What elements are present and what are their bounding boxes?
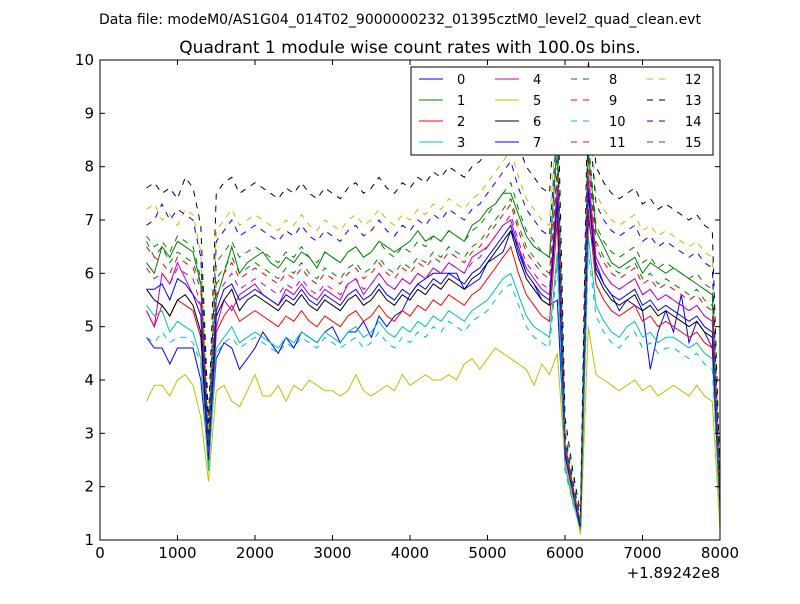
y-tick-label: 1: [84, 531, 94, 549]
series-line-7: [146, 187, 721, 530]
series-line-14: [146, 113, 721, 519]
series-line-15: [146, 139, 721, 525]
legend-label-4: 4: [533, 73, 541, 88]
series-line-8: [146, 155, 721, 525]
series-line-3: [146, 235, 721, 530]
axis-ticks: 0 1000 2000 3000 4000 5000 6000 7000 80001234567…: [75, 51, 739, 562]
x-tick-label: 5000: [468, 544, 506, 562]
y-tick-label: 10: [75, 51, 94, 69]
x-tick-label: 3000: [313, 544, 351, 562]
series-line-9: [146, 161, 721, 525]
legend-label-0: 0: [457, 73, 465, 88]
legend-label-2: 2: [457, 115, 465, 130]
legend-label-1: 1: [457, 94, 465, 109]
y-tick-label: 2: [84, 478, 94, 496]
x-tick-label: 2000: [236, 544, 274, 562]
series-line-6: [146, 193, 721, 530]
series-line-11: [146, 171, 721, 525]
series-line-12: [146, 97, 721, 519]
legend-label-11: 11: [609, 136, 626, 151]
series-line-10: [146, 251, 721, 530]
legend-label-15: 15: [685, 136, 702, 151]
series-line-2: [146, 209, 721, 530]
x-tick-label: 0: [95, 544, 105, 562]
y-tick-label: 8: [84, 158, 94, 176]
legend-label-14: 14: [685, 115, 702, 130]
legend-label-6: 6: [533, 115, 541, 130]
chart-title: Quadrant 1 module wise count rates with …: [179, 38, 640, 58]
series-layer: [146, 59, 721, 535]
legend-label-12: 12: [685, 73, 702, 88]
series-line-4: [146, 177, 721, 525]
x-tick-label: 4000: [391, 544, 429, 562]
legend-label-8: 8: [609, 73, 617, 88]
legend-label-5: 5: [533, 94, 541, 109]
y-tick-label: 5: [84, 318, 94, 336]
legend-box: [410, 66, 714, 156]
y-tick-label: 9: [84, 104, 94, 122]
y-tick-label: 7: [84, 211, 94, 229]
legend-label-9: 9: [609, 94, 617, 109]
x-tick-label: 8000: [701, 544, 739, 562]
y-tick-label: 6: [84, 264, 94, 282]
x-axis-offset-label: +1.89242e8: [627, 564, 720, 582]
y-tick-label: 4: [84, 371, 94, 389]
figure-suptitle: Data file: modeM0/AS1G04_014T02_90000002…: [99, 12, 701, 28]
x-tick-label: 1000: [158, 544, 196, 562]
legend-label-3: 3: [457, 136, 465, 151]
legend-label-10: 10: [609, 115, 626, 130]
series-line-5: [146, 326, 721, 535]
legend-label-13: 13: [685, 94, 702, 109]
x-tick-label: 6000: [546, 544, 584, 562]
legend-label-7: 7: [533, 136, 541, 151]
series-line-13: [146, 59, 721, 514]
y-tick-label: 3: [84, 424, 94, 442]
series-line-0: [146, 219, 721, 530]
x-tick-label: 7000: [623, 544, 661, 562]
